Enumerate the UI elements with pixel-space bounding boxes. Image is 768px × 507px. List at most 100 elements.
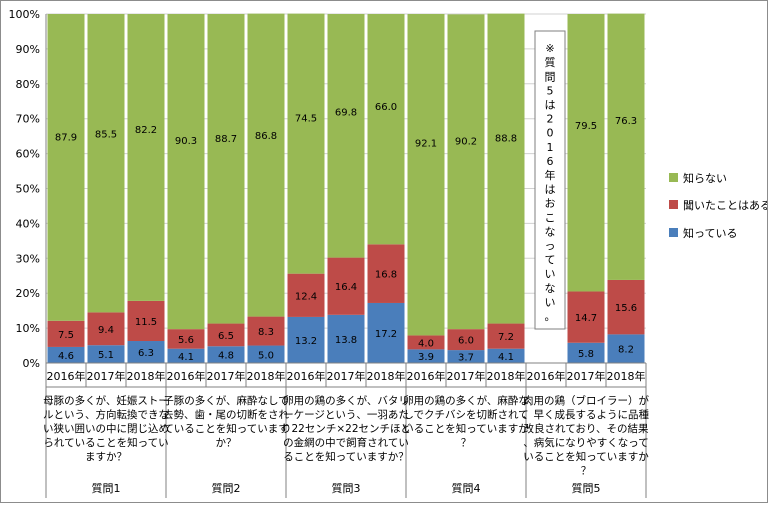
- bar-segment: [247, 13, 285, 317]
- question-line: 母豚の多くが、妊娠ストー: [43, 394, 169, 407]
- legend-label: 知っている: [683, 226, 737, 240]
- legend-swatch: [669, 228, 678, 237]
- y-tick-label: 90%: [16, 43, 40, 56]
- bar-segment: [247, 316, 285, 346]
- annotation-char: 5: [547, 84, 554, 97]
- data-label: 4.0: [418, 338, 434, 349]
- annotation-char: い: [545, 296, 556, 309]
- question-line: 、早く成長するように品種: [523, 408, 649, 421]
- bar-segment: [167, 348, 205, 363]
- group-label: 質問1: [92, 481, 121, 495]
- bar-segment: [607, 279, 645, 335]
- question-line: ますか？: [85, 451, 127, 463]
- annotation-char: ※: [545, 42, 554, 55]
- annotation-char: 年: [545, 168, 556, 182]
- data-label: 14.7: [575, 313, 597, 324]
- data-label: 16.4: [335, 282, 357, 293]
- data-label: 86.8: [255, 131, 277, 142]
- question-line: ることを知っていますか？: [283, 450, 408, 463]
- bar-segment: [447, 350, 485, 363]
- bar-segment: [87, 312, 125, 346]
- bar-segment: [287, 273, 325, 317]
- data-label: 8.3: [258, 327, 274, 338]
- data-label: 85.5: [95, 129, 117, 140]
- bar-segment: [447, 329, 485, 351]
- legend-swatch: [669, 200, 678, 209]
- data-label: 76.3: [615, 116, 637, 127]
- y-tick-label: 80%: [16, 78, 40, 91]
- bar-segment: [407, 349, 445, 363]
- group-label: 質問3: [332, 481, 361, 495]
- data-label: 8.2: [618, 345, 634, 356]
- bar-segment: [87, 14, 125, 313]
- question-line: 卵用の鶏の多くが、バタリ: [283, 394, 409, 407]
- x-tick-label: 2018年: [607, 369, 646, 383]
- y-tick-label: 70%: [16, 113, 40, 126]
- data-label: 7.2: [498, 332, 514, 343]
- bar-segment: [47, 320, 85, 347]
- group-label: 質問4: [452, 481, 481, 495]
- question-line: ？: [581, 465, 592, 477]
- group-label: 質問2: [212, 481, 241, 495]
- bar-segment: [127, 14, 165, 301]
- annotation-char: て: [545, 254, 556, 267]
- question-text: 子豚の多くが、麻酔なしで去勢、歯・尾の切断をされていることを知っていますか？: [163, 394, 289, 449]
- bar-segment: [487, 13, 525, 324]
- data-label: 12.4: [295, 291, 317, 302]
- annotation-char: 問: [545, 70, 556, 83]
- data-label: 5.8: [578, 349, 594, 360]
- data-label: 74.5: [295, 114, 317, 125]
- question-line: 卵用の鶏の多くが、麻酔な: [403, 394, 529, 407]
- data-label: 15.6: [615, 303, 637, 314]
- question-line: 改良されており、その結果: [524, 422, 649, 435]
- bar-segment: [407, 335, 445, 350]
- legend-label: 聞いたことはある: [683, 199, 767, 212]
- data-label: 69.8: [335, 107, 357, 118]
- x-tick-label: 2016年: [287, 369, 326, 383]
- data-label: 6.3: [138, 348, 154, 359]
- y-tick-label: 0%: [23, 357, 40, 370]
- annotation-char: 0: [547, 127, 554, 140]
- question-line: られていることを知ってい: [43, 436, 168, 449]
- bar-segment: [207, 323, 245, 347]
- x-tick-label: 2017年: [567, 369, 606, 383]
- question-line: いることを知っていますか: [403, 422, 529, 435]
- bar-segment: [567, 342, 605, 363]
- data-label: 5.1: [98, 350, 114, 361]
- question-line: 、病気になりやすくなって: [523, 436, 648, 449]
- bar-segment: [287, 316, 325, 363]
- data-label: 6.0: [458, 336, 474, 347]
- data-label: 87.9: [55, 133, 77, 144]
- bar-segment: [567, 291, 605, 343]
- x-tick-label: 2017年: [447, 369, 486, 383]
- x-tick-label: 2018年: [127, 369, 166, 383]
- x-tick-label: 2018年: [247, 369, 286, 383]
- data-label: 7.5: [58, 330, 74, 341]
- x-tick-label: 2018年: [487, 369, 526, 383]
- data-label: 9.4: [98, 325, 114, 336]
- legend-swatch: [669, 173, 678, 182]
- question-line: か？: [216, 437, 237, 449]
- question-line: り22センチ×22センチほど: [281, 423, 412, 435]
- annotation-char: 2: [547, 113, 554, 126]
- annotation-char: っ: [545, 239, 556, 252]
- question-line: い狭い囲いの中に閉じ込め: [43, 422, 169, 435]
- group-label: 質問5: [572, 481, 601, 495]
- x-tick-label: 2016年: [527, 369, 566, 383]
- question-line: 去勢、歯・尾の切断をされ: [163, 408, 289, 421]
- bar-segment: [367, 14, 405, 245]
- annotation-char: い: [545, 268, 556, 281]
- question-text: 母豚の多くが、妊娠ストールという、方向転換できない狭い囲いの中に閉じ込められてい…: [43, 394, 169, 463]
- y-tick-label: 100%: [9, 8, 40, 21]
- bar-segment: [607, 334, 645, 363]
- data-label: 11.5: [135, 317, 157, 328]
- data-label: 92.1: [415, 139, 437, 150]
- question-line: 肉用の鶏（ブロイラー）が: [523, 394, 649, 407]
- bar-segment: [167, 14, 205, 330]
- bar-segment: [367, 302, 405, 363]
- bar-segment: [487, 323, 525, 349]
- data-label: 16.8: [375, 270, 397, 281]
- data-label: 88.7: [215, 134, 237, 145]
- question-line: の金網の中で飼育されてい: [283, 436, 409, 449]
